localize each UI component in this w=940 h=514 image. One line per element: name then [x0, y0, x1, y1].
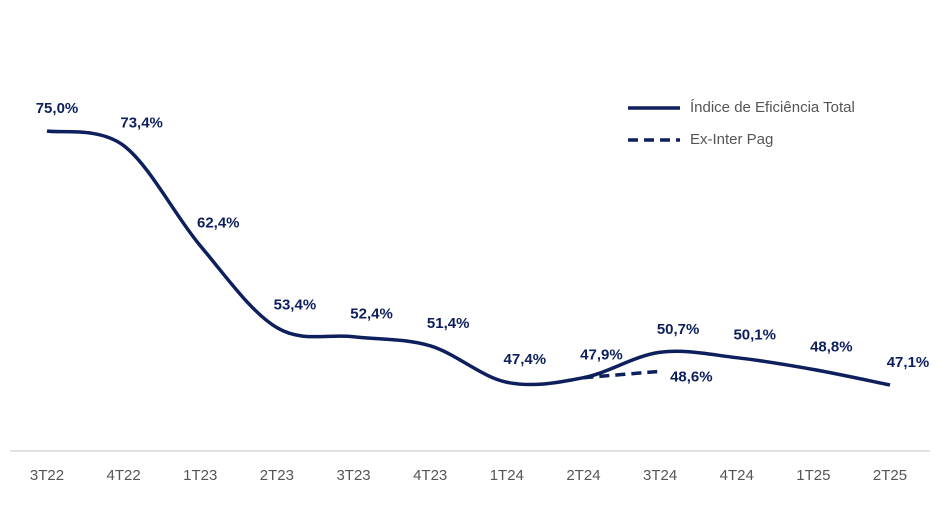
data-label: 53,4% [274, 297, 317, 314]
data-label: 47,4% [504, 351, 547, 368]
x-tick-label: 3T23 [336, 467, 370, 484]
x-tick-label: 4T23 [413, 467, 447, 484]
data-label: 50,1% [733, 327, 776, 344]
data-label: 50,7% [657, 321, 700, 338]
data-label: 73,4% [120, 115, 163, 132]
data-label: 52,4% [350, 306, 393, 323]
data-label: 75,0% [36, 100, 79, 117]
data-label: 48,6% [670, 368, 713, 385]
x-tick-label: 2T25 [873, 467, 907, 484]
line-series [583, 369, 661, 380]
x-tick-label: 2T24 [566, 467, 600, 484]
legend-label: Índice de Eficiência Total [690, 99, 855, 116]
x-tick-label: 3T22 [30, 467, 64, 484]
x-tick-label: 1T23 [183, 467, 217, 484]
data-label: 47,1% [887, 354, 930, 371]
data-label: 48,8% [810, 338, 853, 355]
x-tick-label: 1T24 [490, 467, 524, 484]
x-tick-label: 3T24 [643, 467, 677, 484]
x-tick-label: 2T23 [260, 467, 294, 484]
data-label: 62,4% [197, 215, 240, 232]
data-label: 47,9% [580, 347, 623, 364]
x-tick-label: 4T22 [107, 467, 141, 484]
x-tick-label: 1T25 [796, 467, 830, 484]
x-tick-label: 4T24 [720, 467, 754, 484]
line-series [46, 129, 891, 387]
legend-label: Ex-Inter Pag [690, 131, 773, 148]
data-label: 51,4% [427, 315, 470, 332]
